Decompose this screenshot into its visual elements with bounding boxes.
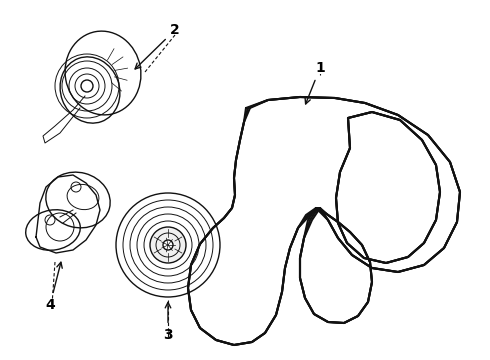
Text: 4: 4 (45, 262, 62, 312)
Text: 1: 1 (305, 61, 325, 104)
Circle shape (81, 80, 93, 92)
Circle shape (163, 240, 173, 250)
Text: 3: 3 (163, 302, 173, 342)
Text: 2: 2 (135, 23, 180, 69)
Circle shape (150, 227, 186, 263)
